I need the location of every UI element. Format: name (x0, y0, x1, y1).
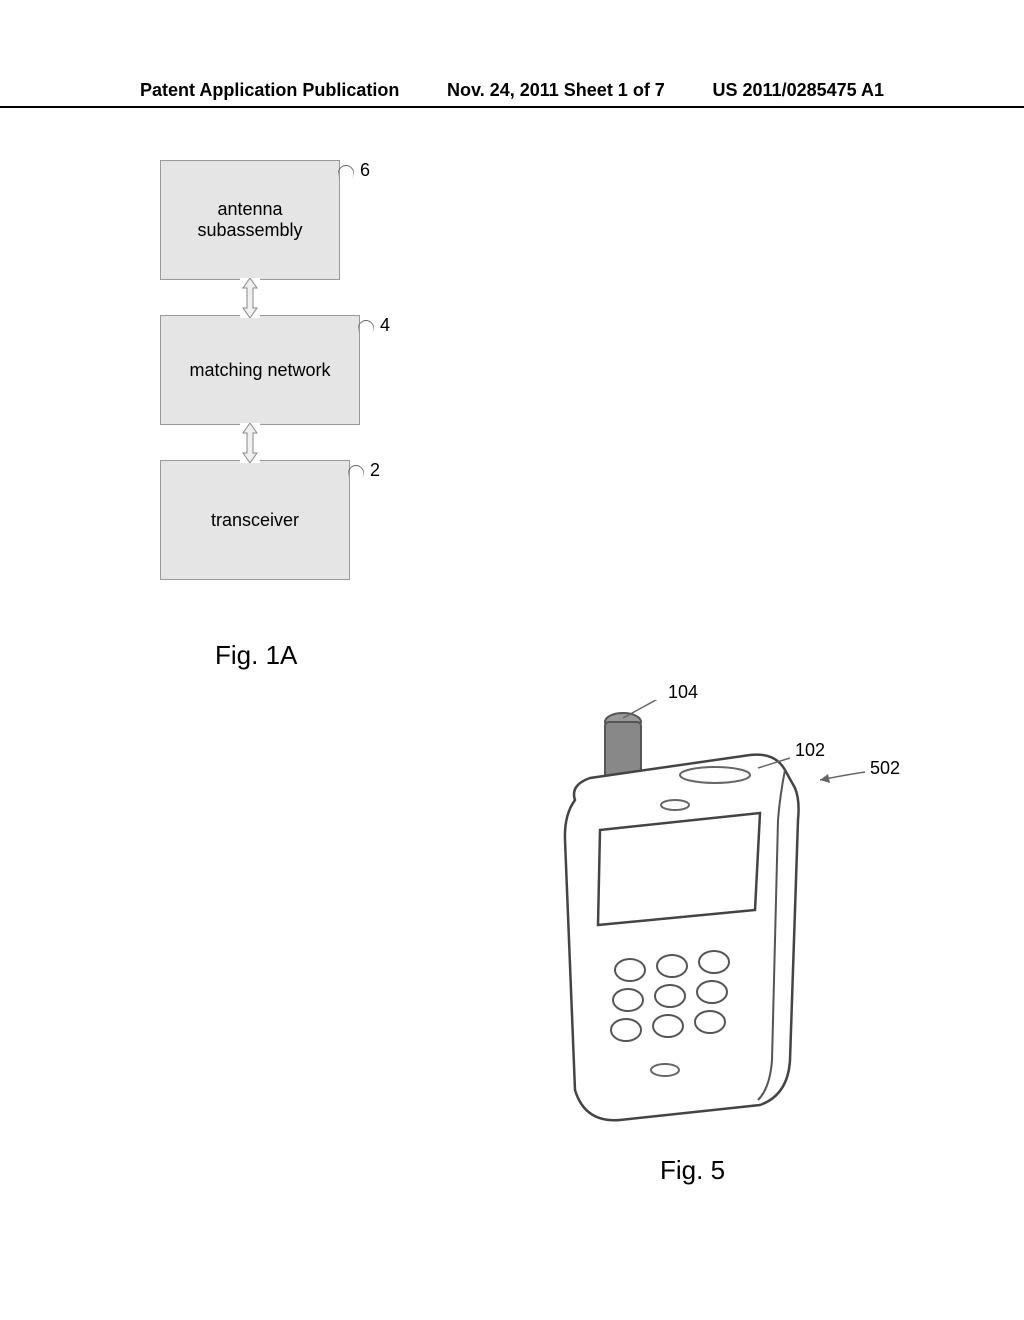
ref-102: 102 (795, 740, 825, 761)
block-matching: matching network (160, 315, 360, 425)
ref-502: 502 (870, 758, 900, 779)
figure-1a-label: Fig. 1A (215, 640, 297, 671)
ref-104: 104 (668, 682, 698, 703)
block-label: antenna subassembly (197, 199, 302, 241)
header-center: Nov. 24, 2011 Sheet 1 of 7 (447, 80, 665, 101)
block-label: transceiver (211, 510, 299, 531)
ref-6: 6 (360, 160, 370, 181)
header-right: US 2011/0285475 A1 (713, 80, 884, 101)
connector-arrow (240, 423, 260, 463)
block-antenna: antenna subassembly (160, 160, 340, 280)
ref-2: 2 (370, 460, 380, 481)
block-transceiver: transceiver (160, 460, 350, 580)
connector-arrow (240, 278, 260, 318)
header-left: Patent Application Publication (140, 80, 399, 101)
block-label: matching network (189, 360, 330, 381)
page-header: Patent Application Publication Nov. 24, … (0, 80, 1024, 108)
figure-5: 104 102 502 (500, 700, 920, 1145)
ref-4: 4 (380, 315, 390, 336)
figure-5-label: Fig. 5 (660, 1155, 725, 1186)
